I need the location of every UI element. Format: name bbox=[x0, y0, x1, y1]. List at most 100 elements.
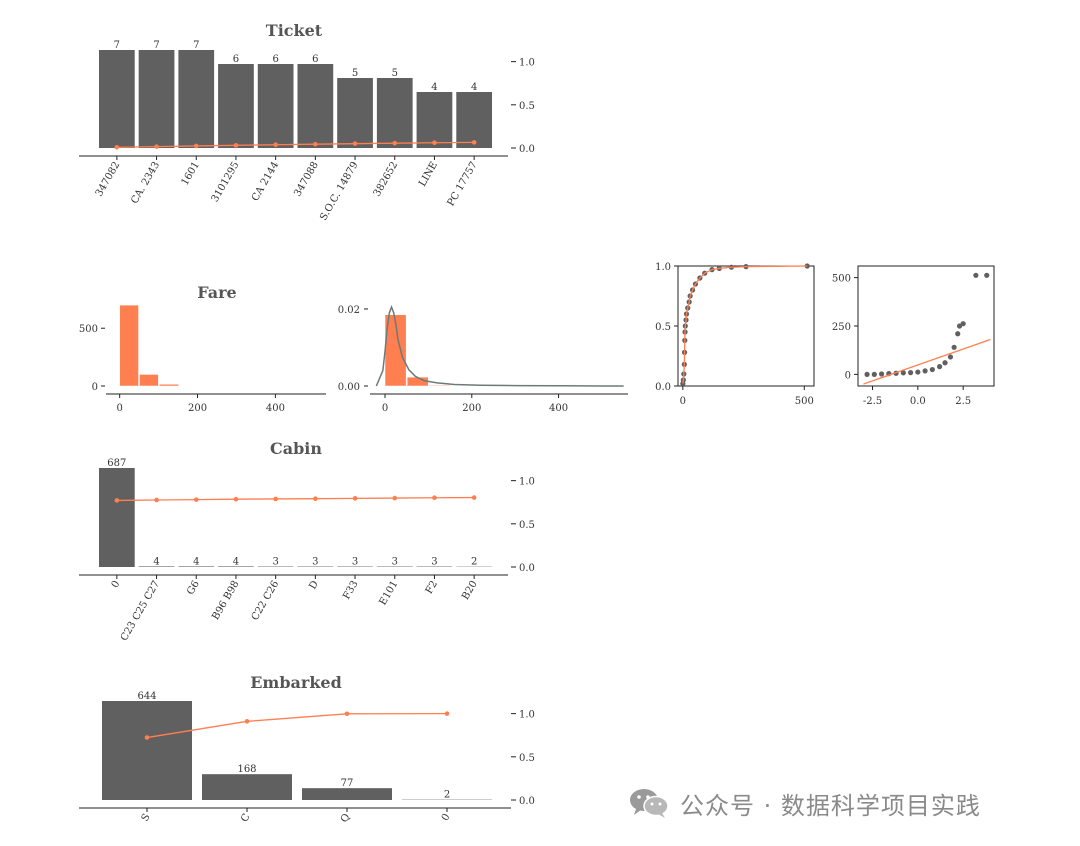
ticket-bar-value: 5 bbox=[352, 68, 358, 79]
ticket-bar-value: 4 bbox=[431, 82, 437, 93]
cabin-bar bbox=[218, 566, 254, 567]
fare-qq-point bbox=[955, 331, 961, 337]
cabin-bar-value: 4 bbox=[153, 556, 159, 567]
cabin-right-tick-label: 0.0 bbox=[519, 563, 535, 574]
ticket-cumulative-point bbox=[392, 140, 398, 146]
cabin-bar-value: 3 bbox=[312, 557, 318, 568]
cabin-bar-value: 4 bbox=[193, 556, 199, 567]
ticket-cumulative-point bbox=[193, 143, 199, 149]
watermark-text: 公众号 · 数据科学项目实践 bbox=[680, 791, 981, 820]
fare-title: Fare bbox=[197, 283, 236, 302]
ticket-x-tick-label: 382652 bbox=[372, 160, 401, 199]
fare-hist-x-tick-label: 0 bbox=[116, 403, 122, 414]
embarked-cumulative-point bbox=[244, 719, 250, 724]
fare-qq-frame bbox=[857, 265, 995, 387]
ticket-bar-value: 6 bbox=[233, 54, 239, 65]
cabin-bar-value: 3 bbox=[272, 557, 278, 568]
fare-ecdf-x-tick-label: 500 bbox=[795, 396, 814, 407]
fare-ecdf-frame bbox=[677, 265, 815, 387]
embarked-x-tick-label: 0 bbox=[440, 812, 453, 823]
watermark: 公众号 · 数据科学项目实践 bbox=[628, 786, 981, 820]
ticket-bar-value: 4 bbox=[471, 82, 477, 93]
embarked-x-tick-label: S bbox=[140, 812, 153, 824]
fare-hist-y-tick-label: 0 bbox=[92, 382, 98, 393]
ticket-cumulative-point bbox=[273, 142, 278, 148]
fare-kde-x-tick-label: 200 bbox=[462, 403, 481, 414]
ticket-bar bbox=[138, 50, 175, 148]
ticket-bar bbox=[257, 64, 294, 148]
fare-qq-y-tick-label: 250 bbox=[832, 322, 851, 333]
ticket-x-tick-label: LINE bbox=[417, 160, 440, 189]
cabin-bar bbox=[98, 468, 135, 567]
ticket-bar bbox=[337, 78, 373, 148]
ticket-bar bbox=[178, 50, 215, 148]
ticket-cumulative-point bbox=[154, 144, 159, 149]
cabin-cumulative-point bbox=[193, 497, 199, 502]
fare-kde-y-tick-label: 0.02 bbox=[338, 305, 360, 316]
fare-hist-bar bbox=[139, 374, 159, 387]
fare-qq-y-tick-label: 500 bbox=[832, 274, 851, 285]
ticket-bar bbox=[218, 64, 254, 148]
ticket-x-tick-label: 347082 bbox=[94, 160, 123, 199]
fare-qq-point bbox=[907, 370, 914, 376]
cabin-cumulative-point bbox=[273, 496, 278, 502]
fare-qq-point bbox=[984, 272, 990, 278]
ticket-cumulative-point bbox=[471, 140, 477, 145]
fare-qq-point bbox=[929, 366, 935, 373]
embarked-bar-value: 77 bbox=[341, 778, 354, 789]
fare-ecdf-y-tick-label: 0.5 bbox=[655, 322, 671, 333]
embarked-bar bbox=[102, 701, 192, 800]
cabin-x-tick-label: G6 bbox=[185, 579, 202, 597]
fare-qq-point bbox=[947, 354, 954, 360]
fare-ecdf-line bbox=[682, 265, 808, 384]
fare-qq-point bbox=[922, 368, 928, 374]
embarked-right-tick-label: 1.0 bbox=[519, 710, 535, 721]
cabin-cumulative-point bbox=[392, 495, 398, 501]
fare-qq-x-tick-label: 2.5 bbox=[955, 396, 971, 407]
ticket-bar-value: 7 bbox=[193, 40, 199, 51]
fare-qq-point bbox=[973, 272, 979, 278]
fare-histogram-chart: Fare 0 200 400 0 500 bbox=[79, 283, 326, 414]
embarked-bar bbox=[302, 788, 392, 800]
ticket-cumulative-point bbox=[233, 143, 239, 148]
cabin-x-tick-label: B20 bbox=[460, 579, 480, 602]
cabin-bar-value: 3 bbox=[352, 557, 358, 568]
ticket-right-tick-label: 0.5 bbox=[519, 101, 535, 112]
fare-ecdf-y-tick-label: 0.0 bbox=[655, 382, 671, 393]
cabin-x-tick-label: F33 bbox=[341, 579, 360, 602]
cabin-cumulative-point bbox=[471, 495, 477, 500]
cabin-x-tick-label: F2 bbox=[424, 579, 440, 596]
fare-hist-bar bbox=[159, 384, 179, 387]
cabin-cumulative-line bbox=[116, 496, 475, 502]
fare-qq-chart: -2.5 0.0 2.5 0 250 500 bbox=[832, 265, 995, 407]
ticket-bar bbox=[376, 78, 413, 148]
fare-kde-x-tick-label: 400 bbox=[549, 403, 568, 414]
ticket-right-tick-label: 0.0 bbox=[519, 144, 535, 155]
cabin-bar-value: 3 bbox=[431, 557, 437, 568]
fare-qq-point bbox=[900, 370, 906, 376]
embarked-x-tick-label: C bbox=[239, 812, 253, 824]
fare-qq-y-tick-label: 0 bbox=[845, 370, 851, 381]
cabin-title: Cabin bbox=[270, 439, 322, 458]
embarked-cumulative-point bbox=[444, 711, 450, 716]
cabin-bar-value: 2 bbox=[471, 557, 477, 568]
cabin-cumulative-point bbox=[114, 498, 120, 503]
ticket-x-tick-label: CA 2144 bbox=[250, 160, 281, 203]
cabin-cumulative-point bbox=[233, 496, 239, 502]
ticket-x-tick-label: 3101295 bbox=[210, 160, 242, 204]
ticket-cumulative-point bbox=[432, 140, 437, 146]
fare-kde-bar bbox=[406, 376, 429, 387]
ticket-chart: Ticket 7 347082 7 CA. 2343 7 1601 6 3101295 6 CA … bbox=[79, 21, 535, 223]
fare-qq-point bbox=[942, 360, 948, 366]
fare-hist-x-tick-label: 400 bbox=[266, 403, 285, 414]
embarked-bar-value: 168 bbox=[237, 764, 256, 775]
ticket-right-tick-label: 1.0 bbox=[519, 58, 535, 69]
fare-qq-point bbox=[960, 321, 966, 327]
cabin-cumulative-point bbox=[154, 497, 159, 503]
cabin-chart: Cabin 687 0 4 C23 C25 C27 4 G6 4 B96 B98 3 C22 C2… bbox=[79, 439, 535, 643]
cabin-bar bbox=[138, 566, 175, 567]
embarked-x-tick-label: Q bbox=[339, 812, 353, 825]
fare-hist-bar bbox=[119, 304, 139, 387]
fare-qq-x-tick-label: 0.0 bbox=[910, 396, 926, 407]
embarked-right-tick-label: 0.0 bbox=[519, 796, 535, 807]
